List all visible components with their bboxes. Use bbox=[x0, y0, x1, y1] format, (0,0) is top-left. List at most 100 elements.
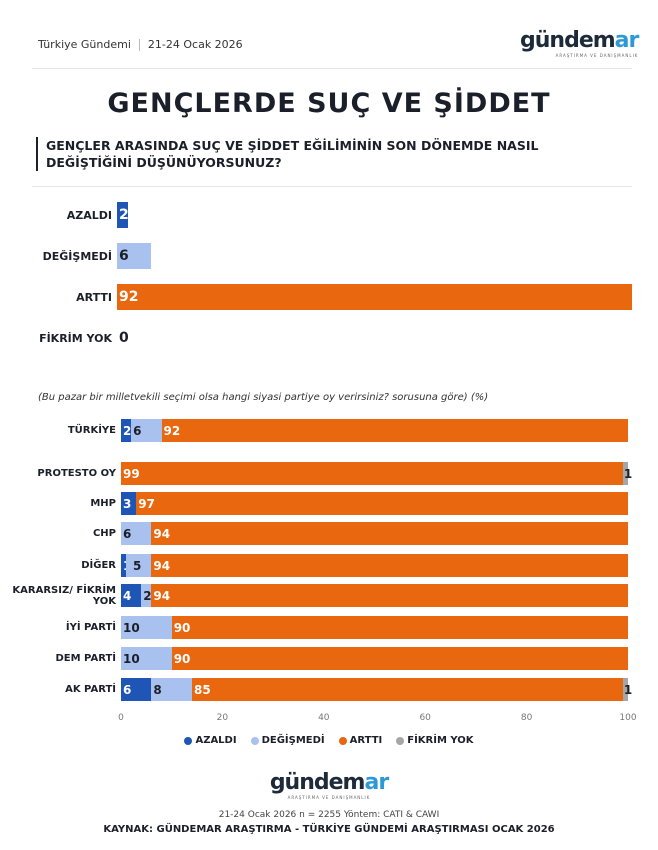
footer-logo: gündemar ARAŞTIRMA VE DANIŞMANLIK bbox=[0, 770, 658, 800]
bar-segment bbox=[121, 678, 152, 701]
data-label: 92 bbox=[119, 289, 139, 305]
row-label: TÜRKİYE bbox=[67, 425, 116, 436]
question: GENÇLER ARASINDA SUÇ VE ŞİDDET EĞİLİMİNİ… bbox=[36, 137, 626, 171]
data-label: 0 bbox=[119, 330, 129, 346]
bar-segment bbox=[161, 419, 628, 442]
legend: AZALDI DEĞİŞMEDİ ARTTI FİKRİM YOK bbox=[0, 735, 658, 746]
row-label: AZALDI bbox=[66, 208, 112, 222]
bar-segment bbox=[121, 492, 137, 515]
data-label: 3 bbox=[123, 496, 132, 511]
logo-sub: ARAŞTIRMA VE DANIŞMANLIK bbox=[555, 53, 639, 58]
data-label: 97 bbox=[138, 496, 155, 511]
legend-dot-icon bbox=[184, 736, 193, 745]
header-info: Türkiye Gündemi 21-24 Ocak 2026 bbox=[38, 38, 243, 51]
legend-item: ARTTI bbox=[338, 735, 383, 746]
bar-segment bbox=[121, 462, 623, 485]
data-label: 1 bbox=[623, 682, 633, 697]
bar-segment bbox=[151, 584, 628, 607]
data-label: 90 bbox=[173, 620, 191, 635]
row-label: DİĞER bbox=[81, 560, 116, 571]
header-title: Türkiye Gündemi bbox=[38, 38, 131, 51]
header-date: 21-24 Ocak 2026 bbox=[147, 38, 243, 51]
bar-segment bbox=[121, 584, 142, 607]
bar-segment bbox=[121, 647, 172, 670]
divider bbox=[32, 68, 632, 69]
legend-dot-icon bbox=[250, 736, 259, 745]
legend-label: ARTTI bbox=[349, 735, 383, 746]
page-title: GENÇLERDE SUÇ VE ŞİDDET bbox=[107, 88, 551, 119]
data-label: 2 bbox=[119, 207, 129, 223]
logo-main: gündem bbox=[269, 770, 366, 795]
bar-segment bbox=[151, 554, 628, 577]
row-label: FİKRİM YOK bbox=[39, 331, 112, 345]
data-label: 99 bbox=[123, 466, 140, 481]
bar-segment bbox=[191, 678, 623, 701]
bar-segment bbox=[126, 554, 152, 577]
row-label: AK PARTİ bbox=[65, 684, 116, 695]
logo-accent: ar bbox=[614, 28, 640, 53]
divider bbox=[138, 39, 140, 51]
bar bbox=[117, 243, 151, 269]
chart-note: (Bu pazar bir milletvekili seçimi olsa h… bbox=[38, 392, 489, 403]
row-label: PROTESTO OY bbox=[37, 468, 116, 479]
data-label: 8 bbox=[153, 682, 162, 697]
bar-segment bbox=[121, 522, 152, 545]
data-label: 94 bbox=[153, 526, 171, 541]
bar-segment bbox=[151, 522, 628, 545]
row-label: ARTTI bbox=[76, 290, 112, 304]
data-label: 90 bbox=[173, 651, 191, 666]
logo-sub: ARAŞTIRMA VE DANIŞMANLIK bbox=[287, 795, 371, 800]
bar bbox=[117, 284, 633, 310]
row-label: DEĞİŞMEDİ bbox=[42, 249, 112, 263]
data-label: 85 bbox=[193, 682, 211, 697]
bar-segment bbox=[121, 554, 127, 577]
data-label: 4 bbox=[123, 588, 132, 603]
data-label: 6 bbox=[119, 248, 129, 264]
legend-item: AZALDI bbox=[184, 735, 237, 746]
row-label: MHP bbox=[90, 498, 116, 509]
data-label: 94 bbox=[153, 558, 171, 573]
legend-item: DEĞİŞMEDİ bbox=[250, 735, 325, 746]
bar-segment bbox=[622, 678, 628, 701]
data-label: 6 bbox=[133, 423, 142, 438]
bar-segment bbox=[136, 492, 628, 515]
bar-segment bbox=[121, 616, 172, 639]
logo-accent: ar bbox=[364, 770, 389, 795]
legend-item: FİKRİM YOK bbox=[396, 735, 474, 746]
row-label: KARARSIZ/ FİKRİM YOK bbox=[12, 584, 116, 607]
bar-segment bbox=[141, 584, 152, 607]
data-label: 92 bbox=[163, 423, 181, 438]
bar-segment bbox=[171, 616, 628, 639]
logo-main: gündem bbox=[520, 28, 616, 53]
data-label: 2 bbox=[143, 588, 152, 603]
x-tick-label: 80 bbox=[520, 713, 533, 723]
bar-segment bbox=[131, 419, 162, 442]
x-tick-label: 0 bbox=[118, 713, 124, 723]
bar-segment bbox=[151, 678, 192, 701]
x-tick-label: 20 bbox=[216, 713, 229, 723]
bar-segment bbox=[171, 647, 628, 670]
row-label: DEM PARTİ bbox=[55, 653, 116, 664]
legend-label: DEĞİŞMEDİ bbox=[261, 735, 325, 746]
legend-dot-icon bbox=[396, 736, 405, 745]
footer-source: KAYNAK: GÜNDEMAR ARAŞTIRMA - TÜRKİYE GÜN… bbox=[103, 824, 555, 835]
x-tick-label: 100 bbox=[619, 713, 637, 723]
data-label: 2 bbox=[123, 423, 132, 438]
data-label: 10 bbox=[123, 620, 140, 635]
x-tick-label: 40 bbox=[318, 713, 330, 723]
row-label: İYİ PARTİ bbox=[65, 622, 116, 633]
footer-meta: 21-24 Ocak 2026 n = 2255 Yöntem: CATI & … bbox=[218, 810, 440, 820]
legend-label: FİKRİM YOK bbox=[407, 735, 474, 746]
bar bbox=[117, 202, 129, 228]
data-label: 94 bbox=[153, 588, 171, 603]
legend-dot-icon bbox=[338, 736, 347, 745]
x-tick-label: 60 bbox=[419, 713, 431, 723]
legend-label: AZALDI bbox=[195, 735, 237, 746]
data-label: 10 bbox=[123, 651, 140, 666]
bar-segment bbox=[622, 462, 628, 485]
data-label: 5 bbox=[133, 558, 142, 573]
data-label: 6 bbox=[123, 526, 132, 541]
row-label: CHP bbox=[92, 528, 116, 539]
data-label: 6 bbox=[123, 682, 132, 697]
bar-segment bbox=[121, 419, 132, 442]
